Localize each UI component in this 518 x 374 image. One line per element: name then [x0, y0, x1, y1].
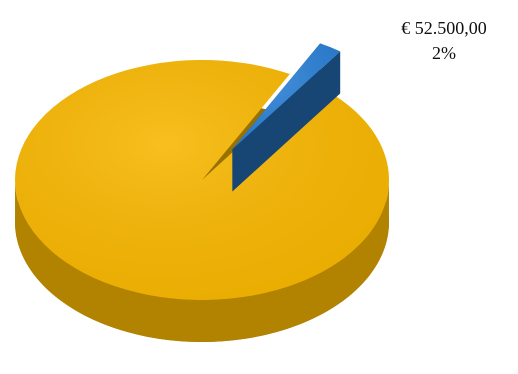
value-label: 2%	[432, 43, 456, 63]
slice-side	[15, 182, 389, 342]
amount-label: € 52.500,00	[401, 18, 487, 38]
slice-shine	[232, 43, 341, 150]
slice-wall	[232, 51, 341, 192]
